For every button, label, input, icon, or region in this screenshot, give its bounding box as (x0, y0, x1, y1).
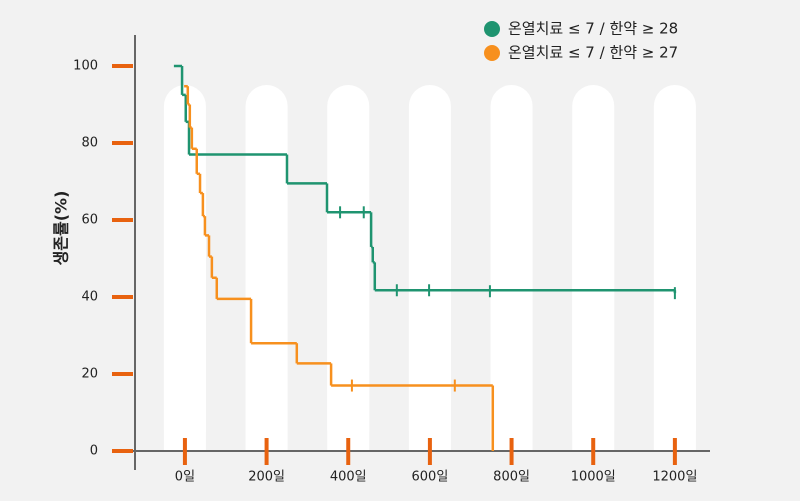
y-tick-label: 40 (81, 290, 98, 305)
legend-label: 온열치료 ≤ 7 / 한약 ≥ 27 (508, 44, 678, 62)
column-bg (572, 200, 615, 451)
y-tick-label: 0 (90, 444, 98, 459)
y-axis-label: 생존률(%) (52, 191, 71, 266)
x-tick-label: 800일 (493, 470, 530, 485)
y-tick-label: 20 (81, 367, 98, 382)
x-tick-label: 1200일 (652, 470, 697, 485)
legend-marker (484, 21, 500, 37)
y-tick-label: 80 (81, 136, 98, 151)
x-tick-label: 400일 (330, 470, 367, 485)
y-tick-label: 60 (81, 213, 98, 228)
legend-marker (484, 45, 500, 61)
background-columns (163, 85, 696, 451)
column-bg (163, 200, 206, 451)
x-tick-label: 200일 (248, 470, 285, 485)
column-bg (327, 200, 370, 451)
x-tick-label: 1000일 (571, 470, 616, 485)
x-tick-label: 600일 (412, 470, 449, 485)
column-bg (245, 200, 288, 451)
legend-label: 온열치료 ≤ 7 / 한약 ≥ 28 (508, 20, 678, 38)
column-bg (490, 200, 533, 451)
column-bg (653, 200, 696, 451)
x-tick-label: 0일 (175, 470, 195, 485)
column-bg (408, 200, 451, 451)
y-tick-label: 100 (73, 59, 98, 74)
